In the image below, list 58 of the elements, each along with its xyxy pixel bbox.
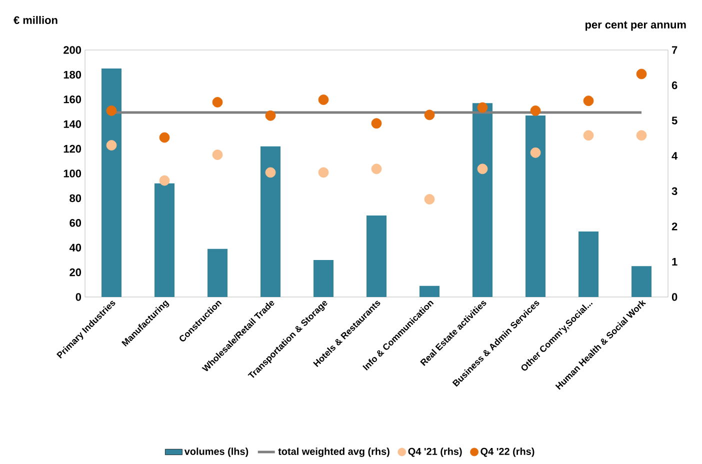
point — [583, 96, 594, 106]
y2-axis-title: per cent per annum — [586, 21, 686, 31]
y-tick-label: 200 — [64, 46, 82, 54]
point — [318, 167, 329, 178]
y2-tick-label: 7 — [672, 46, 678, 54]
y2-tick-label: 1 — [672, 258, 678, 266]
y-tick-label: 20 — [70, 268, 82, 276]
bar — [420, 286, 440, 297]
point — [265, 110, 276, 121]
y2-tick-label: 2 — [672, 222, 678, 230]
bar — [366, 215, 387, 297]
point — [159, 175, 170, 186]
y-axis-title: € million — [14, 16, 58, 24]
point — [318, 94, 329, 105]
y-tick-label: 60 — [70, 219, 82, 227]
y2-tick-label: 5 — [672, 116, 678, 124]
point — [583, 130, 594, 141]
point — [371, 118, 382, 129]
bar — [526, 115, 546, 297]
point — [106, 140, 117, 150]
point — [636, 130, 647, 141]
y-tick-label: 120 — [64, 144, 82, 153]
point — [106, 105, 117, 116]
point — [159, 132, 170, 143]
bar — [260, 146, 281, 297]
y-tick-label: 160 — [64, 96, 82, 104]
point — [636, 68, 647, 80]
legend-label: Q4 '21 (rhs) — [408, 448, 462, 457]
bar — [314, 260, 334, 297]
bar — [472, 103, 493, 297]
y-tick-label: 0 — [76, 293, 82, 301]
point — [530, 147, 541, 158]
point — [212, 150, 223, 160]
y2-tick-label: 4 — [672, 152, 678, 160]
point — [265, 167, 276, 178]
point — [477, 164, 488, 174]
legend-label: total weighted avg (rhs) — [278, 448, 390, 457]
y-tick-label: 180 — [64, 70, 82, 79]
point — [424, 194, 435, 204]
point — [477, 102, 488, 113]
y-tick-label: 40 — [69, 244, 82, 252]
legend-label: Q4 '22 (rhs) — [480, 448, 534, 457]
y-tick-label: 140 — [64, 120, 82, 128]
bar — [102, 68, 122, 297]
bar — [578, 232, 599, 297]
y2-tick-label: 0 — [672, 293, 678, 301]
point — [371, 164, 382, 174]
y-tick-label: 100 — [64, 170, 82, 178]
y-tick-label: 80 — [70, 194, 82, 202]
bar — [632, 266, 652, 297]
bar — [208, 248, 228, 297]
point — [530, 105, 541, 116]
point — [212, 97, 223, 108]
y2-tick-label: 6 — [672, 81, 678, 90]
point — [424, 110, 435, 120]
y2-tick-label: 3 — [672, 187, 678, 196]
legend-label: volumes (lhs) — [184, 448, 248, 457]
bar — [154, 183, 175, 297]
